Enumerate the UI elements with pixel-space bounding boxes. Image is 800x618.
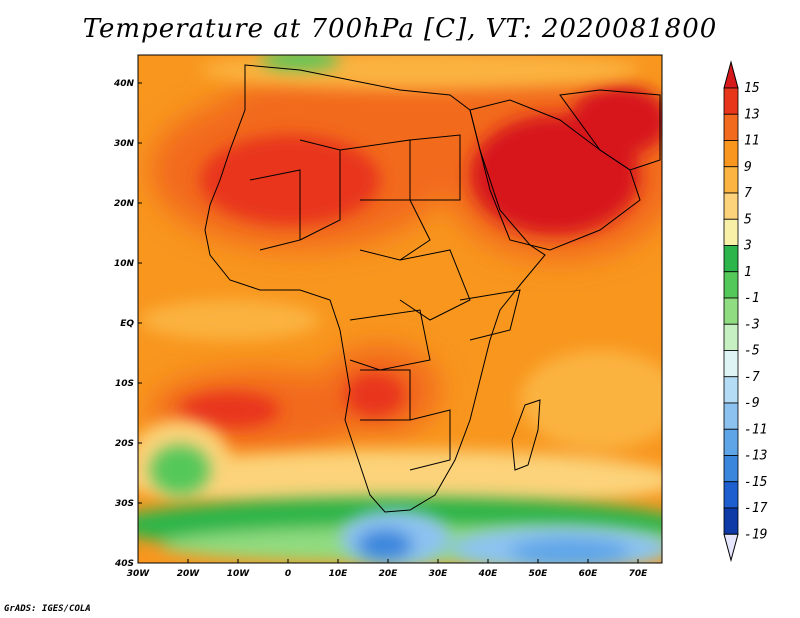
atlantic-core bbox=[180, 392, 280, 428]
longitude-tick-label: 10W bbox=[227, 569, 251, 579]
colorbar-label: -7 bbox=[744, 370, 760, 385]
colorbar-swatch bbox=[723, 271, 739, 299]
colorbar-swatch bbox=[723, 323, 739, 351]
gulf-guinea-mild bbox=[140, 300, 320, 340]
border-7 bbox=[349, 309, 431, 371]
colorbar-label: 7 bbox=[744, 186, 752, 201]
colorbar-label: 15 bbox=[744, 81, 760, 96]
hot-cores bbox=[180, 85, 662, 428]
border-5 bbox=[249, 169, 301, 251]
longitude-tick-label: 50E bbox=[529, 569, 549, 579]
cold-regions bbox=[340, 510, 662, 563]
border-8 bbox=[360, 369, 411, 421]
chart-title: Temperature at 700hPa [C], VT: 202008180… bbox=[82, 14, 718, 44]
colorbar-swatch bbox=[723, 166, 739, 194]
latitude-tick-label: 30N bbox=[114, 139, 135, 149]
border-1 bbox=[299, 139, 341, 241]
colorbar-label: -9 bbox=[744, 396, 760, 411]
colorbar-label: 3 bbox=[743, 239, 752, 254]
arabia-coast bbox=[469, 99, 641, 251]
colorbar-label: 11 bbox=[744, 134, 760, 149]
latitude-tick-label: 20N bbox=[114, 199, 135, 209]
temperature-map: 40N 30N 20N 10N EQ 10S 20S 30S 40S 30W 20W 10W 0 10E… bbox=[113, 54, 768, 579]
colorbar-swatch bbox=[723, 481, 739, 509]
madagascar bbox=[511, 399, 541, 471]
colorbar-swatch bbox=[723, 218, 739, 246]
longitude-tick-label: 40E bbox=[478, 569, 499, 579]
border-9 bbox=[409, 409, 451, 471]
colorbar-swatch bbox=[723, 297, 739, 325]
latitude-tick-label: 40N bbox=[113, 79, 135, 89]
longitude-tick-label: 30E bbox=[429, 569, 449, 579]
colorbar-swatch bbox=[723, 455, 739, 483]
longitude-ticks: 30W 20W 10W 0 10E 20E 30E 40E 50E 60E 70E bbox=[127, 559, 648, 579]
colorbar-swatch bbox=[723, 350, 739, 378]
indian-ocean-mild bbox=[520, 350, 662, 450]
latitude-tick-label: 20S bbox=[115, 439, 134, 449]
south-pale-band bbox=[138, 450, 662, 510]
colorbar-bottom-arrow bbox=[723, 533, 739, 563]
temperature-field bbox=[138, 55, 662, 563]
longitude-tick-label: 60E bbox=[579, 569, 599, 579]
southwest-green bbox=[150, 445, 210, 495]
colorbar-swatch bbox=[723, 245, 739, 273]
colorbar-label: 13 bbox=[744, 107, 760, 122]
iran-core bbox=[570, 85, 662, 155]
border-4 bbox=[359, 199, 431, 261]
colorbar-label: -5 bbox=[744, 344, 760, 359]
colorbar-swatch bbox=[723, 113, 739, 141]
latitude-tick-label: 30S bbox=[115, 499, 134, 509]
colorbar-label: 9 bbox=[744, 160, 752, 175]
longitude-tick-label: 70E bbox=[629, 569, 649, 579]
indian-cold-core bbox=[510, 538, 630, 563]
sahara-core bbox=[200, 135, 380, 225]
grads-credit: GrADS: IGES/COLA bbox=[4, 604, 91, 614]
colorbar-swatch bbox=[723, 402, 739, 430]
longitude-tick-label: 0 bbox=[285, 569, 291, 579]
north-green bbox=[260, 55, 340, 70]
longitude-tick-label: 20E bbox=[379, 569, 399, 579]
colorbar-swatch bbox=[723, 376, 739, 404]
cape-cold-core bbox=[357, 529, 413, 561]
map-frame bbox=[137, 54, 663, 564]
coastlines bbox=[204, 64, 661, 513]
colorbar-label: -3 bbox=[744, 317, 760, 332]
colorbar-label: -17 bbox=[744, 501, 768, 516]
colorbar: 15 13 11 9 7 5 3 1 -1 -3 -5 -7 -9 -11 -13 -15 -17 -19 bbox=[723, 60, 768, 563]
colorbar-swatch bbox=[723, 428, 739, 456]
colorbar-label: 5 bbox=[744, 212, 752, 227]
latitude-tick-label: 10S bbox=[115, 379, 134, 389]
iran-coast bbox=[559, 89, 661, 171]
border-6 bbox=[399, 249, 471, 321]
colorbar-swatch bbox=[723, 192, 739, 220]
colorbar-label: -1 bbox=[744, 291, 760, 306]
border-10 bbox=[459, 289, 521, 341]
latitude-tick-label: EQ bbox=[120, 319, 134, 329]
colorbar-top-arrow bbox=[723, 60, 739, 89]
colorbar-label: -15 bbox=[744, 475, 768, 490]
latitude-ticks: 40N 30N 20N 10N EQ 10S 20S 30S 40S bbox=[113, 79, 142, 569]
colorbar-label: -19 bbox=[744, 527, 767, 542]
longitude-tick-label: 30W bbox=[127, 569, 151, 579]
longitude-tick-label: 10E bbox=[329, 569, 349, 579]
angola-core bbox=[345, 373, 405, 417]
latitude-tick-label: 10N bbox=[114, 259, 135, 269]
latitude-tick-label: 40S bbox=[114, 559, 134, 569]
colorbar-label: -11 bbox=[744, 422, 767, 437]
colorbar-swatch bbox=[723, 507, 739, 535]
border-3 bbox=[409, 134, 461, 201]
colorbar-swatch bbox=[723, 87, 739, 115]
colorbar-label: 1 bbox=[744, 265, 752, 280]
colorbar-label: -13 bbox=[744, 449, 767, 464]
colorbar-swatch bbox=[723, 140, 739, 168]
longitude-tick-label: 20W bbox=[177, 569, 201, 579]
